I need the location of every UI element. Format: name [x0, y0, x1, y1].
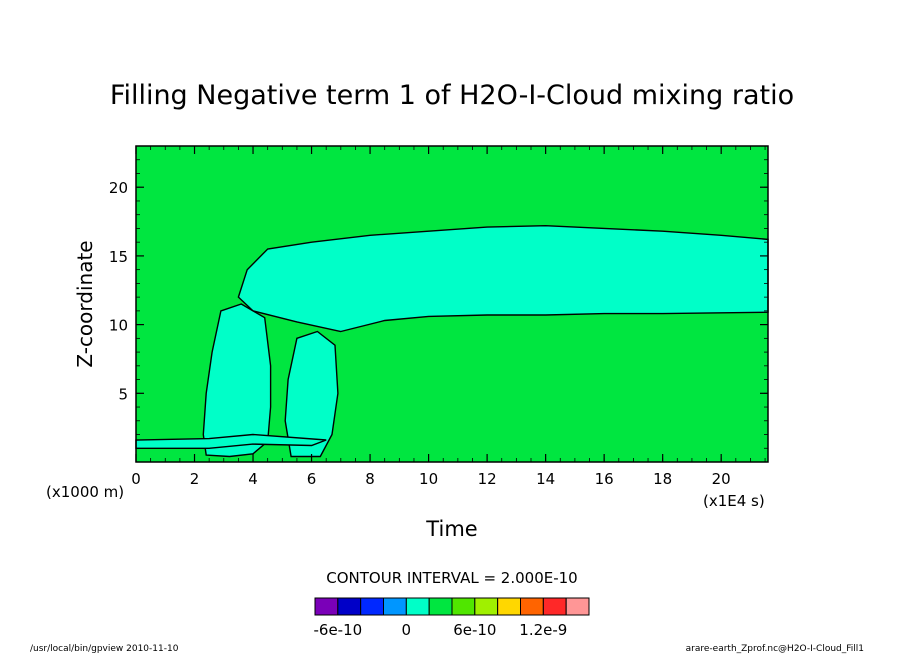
- colorbar-swatch: [337, 597, 362, 616]
- contour-region-2: [202, 303, 272, 458]
- chart-title: Filling Negative term 1 of H2O-I-Cloud m…: [110, 80, 794, 111]
- colorbar-swatch: [314, 597, 339, 616]
- contour-interval-label: CONTOUR INTERVAL = 2.000E-10: [326, 569, 577, 587]
- x-tick-label: 0: [131, 470, 141, 488]
- x-tick-label: 16: [595, 470, 614, 488]
- colorbar-swatch: [565, 597, 590, 616]
- colorbar-tick-label: 0: [402, 621, 412, 639]
- x-tick-label: 18: [653, 470, 672, 488]
- colorbar-tick-label: 6e-10: [453, 621, 496, 639]
- x-axis-label: Time: [425, 517, 477, 541]
- contour-region-3: [284, 330, 339, 458]
- y-axis-label: Z-coordinate: [73, 240, 97, 367]
- file-footer: arare-earth_Zprof.nc@H2O-I-Cloud_Fill1: [686, 644, 864, 654]
- x-tick-label: 4: [248, 470, 258, 488]
- contour-region-4: [135, 433, 327, 449]
- program-footer: /usr/local/bin/gpview 2010-11-10: [30, 644, 179, 654]
- x-tick-label: 14: [536, 470, 555, 488]
- x-tick-label: 12: [478, 470, 497, 488]
- x-unit-label: (x1E4 s): [703, 492, 765, 510]
- colorbar-swatch: [360, 597, 384, 616]
- y-tick-label: 15: [109, 248, 128, 266]
- y-tick-label: 5: [118, 385, 128, 403]
- x-tick-label: 6: [307, 470, 317, 488]
- colorbar-swatch: [542, 597, 567, 616]
- colorbar-swatch: [497, 597, 521, 616]
- plot-area: 0 2 4 6 8 10 12 14 16 18 20 5 10 15 20: [109, 145, 769, 488]
- x-tick-label: 10: [419, 470, 438, 488]
- colorbar: -6e-10 0 6e-10 1.2e-9: [313, 597, 590, 639]
- colorbar-swatch: [474, 597, 499, 616]
- colorbar-swatch: [428, 597, 453, 616]
- colorbar-swatch: [451, 597, 476, 616]
- colorbar-tick-label: 1.2e-9: [519, 621, 567, 639]
- contour-region-1: [237, 224, 769, 333]
- colorbar-swatch: [405, 597, 430, 616]
- x-tick-label: 2: [190, 470, 200, 488]
- y-tick-label: 10: [109, 317, 128, 335]
- x-tick-label: 8: [365, 470, 375, 488]
- plot-frame: [135, 145, 769, 463]
- y-unit-label: (x1000 m): [46, 483, 124, 501]
- y-tick-label: 20: [109, 179, 128, 197]
- colorbar-swatch: [383, 597, 407, 616]
- colorbar-tick-label: -6e-10: [313, 621, 362, 639]
- x-tick-label: 20: [712, 470, 731, 488]
- colorbar-swatch: [520, 597, 544, 616]
